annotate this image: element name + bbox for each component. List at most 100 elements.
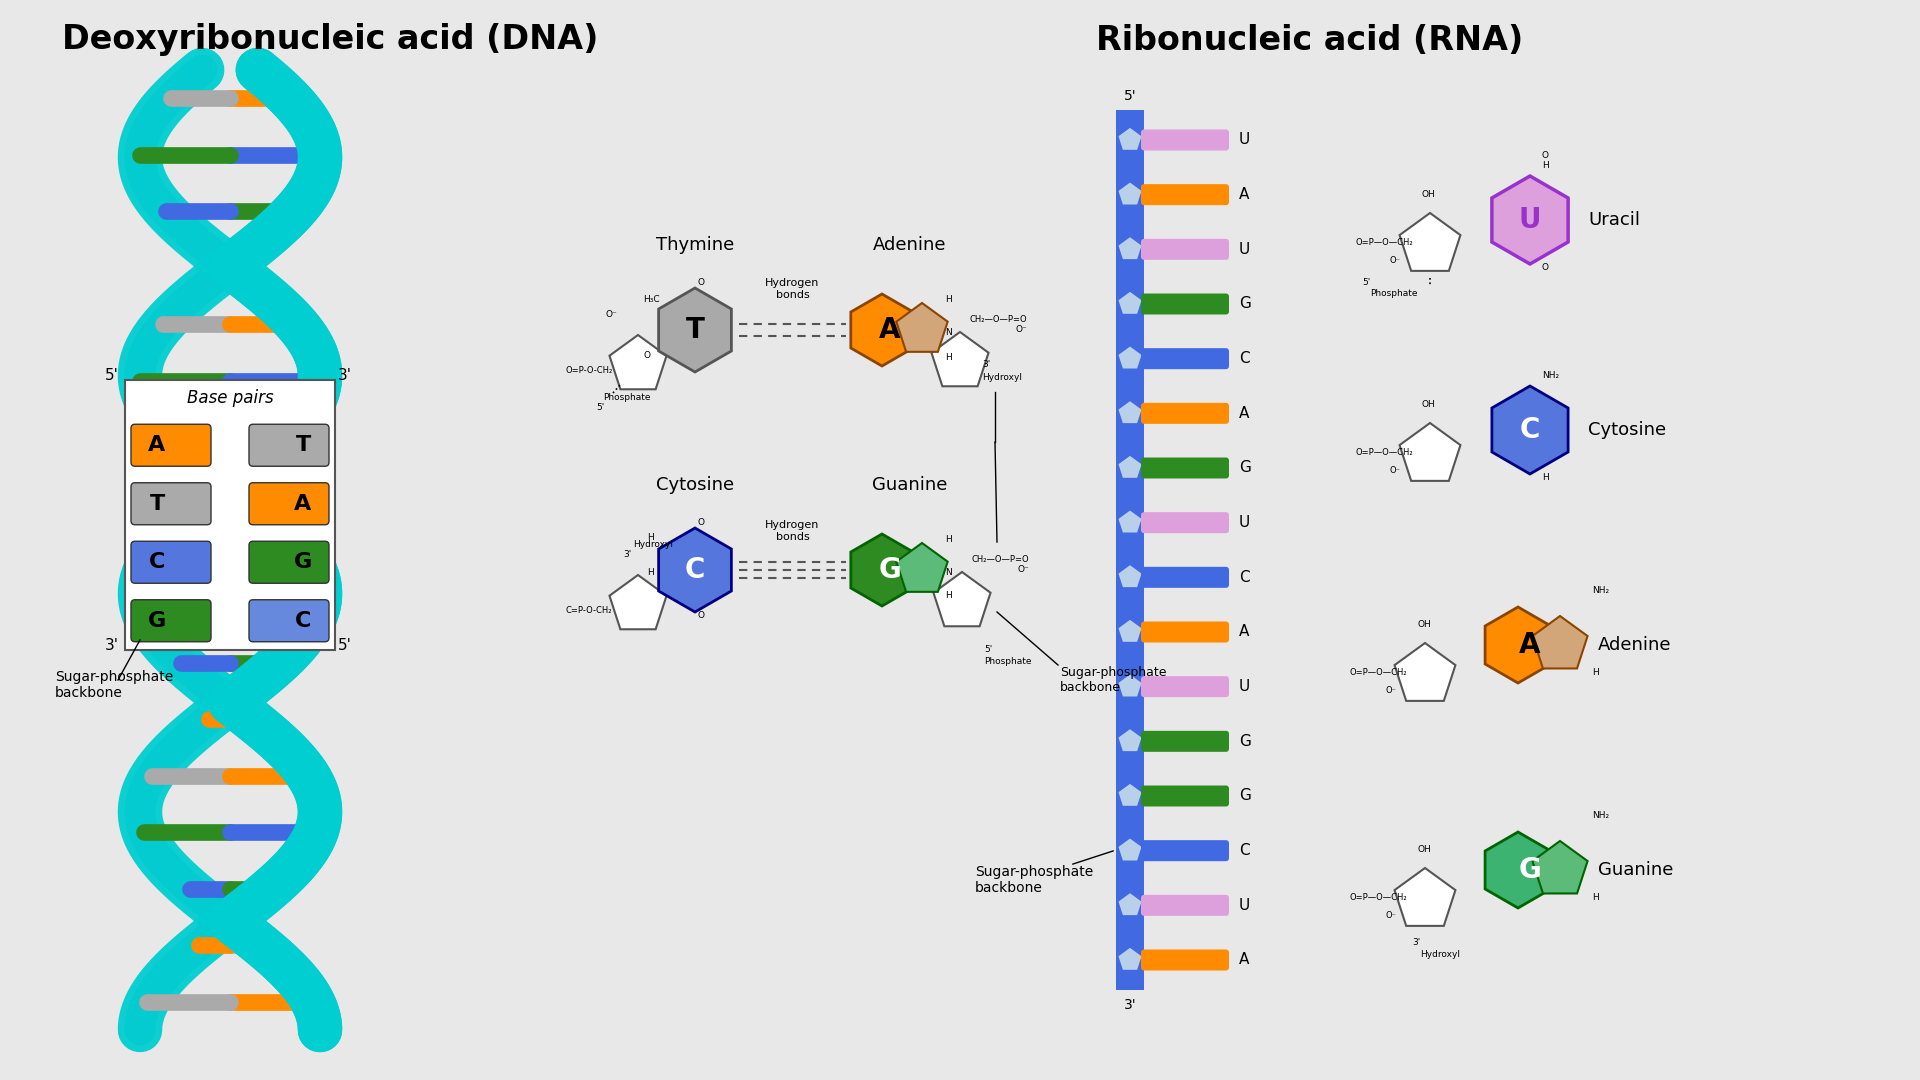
FancyBboxPatch shape	[1140, 403, 1229, 423]
Text: H: H	[647, 534, 653, 542]
Text: T: T	[296, 435, 311, 456]
Polygon shape	[1117, 291, 1142, 314]
Text: C: C	[1238, 570, 1250, 585]
Polygon shape	[1117, 674, 1142, 698]
Text: 3': 3'	[338, 368, 351, 383]
Text: 5': 5'	[983, 645, 993, 654]
Text: U: U	[1238, 242, 1250, 257]
FancyBboxPatch shape	[131, 483, 211, 525]
Text: G: G	[1238, 297, 1250, 311]
Text: Cytosine: Cytosine	[1588, 421, 1667, 438]
Text: 5': 5'	[595, 403, 605, 411]
Text: 5': 5'	[338, 638, 351, 653]
Text: O: O	[1542, 264, 1549, 272]
Polygon shape	[1117, 181, 1142, 205]
Text: G: G	[148, 611, 167, 631]
Text: H: H	[945, 295, 952, 303]
Polygon shape	[1117, 947, 1142, 971]
Polygon shape	[1117, 127, 1142, 150]
Polygon shape	[1532, 841, 1588, 893]
Text: A: A	[294, 494, 311, 514]
Text: H: H	[647, 568, 653, 577]
Text: 3': 3'	[1123, 998, 1137, 1012]
Text: O⁻: O⁻	[1390, 256, 1402, 265]
FancyBboxPatch shape	[250, 541, 328, 583]
Text: C: C	[1238, 843, 1250, 859]
Text: N: N	[945, 568, 952, 577]
Polygon shape	[1532, 616, 1588, 669]
Text: C: C	[685, 556, 705, 584]
Text: C: C	[296, 611, 311, 631]
Text: U: U	[1519, 206, 1542, 234]
FancyBboxPatch shape	[1140, 567, 1229, 588]
Polygon shape	[897, 303, 948, 352]
Polygon shape	[1484, 832, 1551, 908]
Text: 3': 3'	[1411, 939, 1421, 947]
Polygon shape	[659, 288, 732, 372]
Polygon shape	[1484, 607, 1551, 683]
Text: H₃C: H₃C	[643, 295, 660, 303]
Text: G: G	[294, 552, 313, 572]
Text: U: U	[1238, 515, 1250, 530]
Text: OH: OH	[1417, 620, 1430, 629]
FancyBboxPatch shape	[131, 541, 211, 583]
Text: Adenine: Adenine	[874, 237, 947, 254]
FancyBboxPatch shape	[1140, 840, 1229, 861]
Text: O: O	[697, 611, 705, 620]
Polygon shape	[609, 335, 666, 389]
Text: Ribonucleic acid (RNA): Ribonucleic acid (RNA)	[1096, 24, 1524, 56]
Polygon shape	[1117, 838, 1142, 861]
Text: A: A	[1238, 624, 1250, 639]
Text: Cytosine: Cytosine	[657, 476, 733, 494]
Polygon shape	[1117, 455, 1142, 478]
Polygon shape	[933, 572, 991, 626]
Text: G: G	[879, 556, 900, 584]
FancyBboxPatch shape	[1140, 731, 1229, 752]
FancyBboxPatch shape	[250, 483, 328, 525]
Polygon shape	[1117, 728, 1142, 752]
Text: CH₂—O—P=O: CH₂—O—P=O	[970, 315, 1027, 324]
Polygon shape	[1117, 892, 1142, 916]
Text: Hydroxyl: Hydroxyl	[1421, 950, 1459, 959]
Text: O⁻: O⁻	[1384, 912, 1396, 920]
Polygon shape	[1117, 401, 1142, 423]
FancyBboxPatch shape	[131, 599, 211, 642]
Text: A: A	[879, 316, 900, 345]
Text: A: A	[148, 435, 165, 456]
Text: O=P—O—CH₂: O=P—O—CH₂	[1356, 448, 1413, 457]
Text: U: U	[1238, 133, 1250, 148]
Text: G: G	[1238, 733, 1250, 748]
FancyBboxPatch shape	[125, 380, 334, 650]
Text: H: H	[1592, 669, 1599, 677]
Text: O⁻: O⁻	[1016, 325, 1027, 334]
Text: Hydroxyl: Hydroxyl	[634, 540, 674, 549]
Text: H: H	[945, 535, 952, 544]
FancyBboxPatch shape	[250, 424, 328, 467]
Text: A: A	[1238, 187, 1250, 202]
FancyBboxPatch shape	[1140, 621, 1229, 643]
Polygon shape	[1117, 565, 1142, 588]
Text: H: H	[1542, 161, 1549, 170]
Polygon shape	[851, 294, 914, 366]
Text: O=P—O—CH₂: O=P—O—CH₂	[1356, 238, 1413, 247]
Text: Uracil: Uracil	[1588, 211, 1640, 229]
Text: 3': 3'	[622, 550, 632, 559]
Polygon shape	[1492, 386, 1569, 474]
FancyBboxPatch shape	[250, 599, 328, 642]
Text: O⁻: O⁻	[607, 310, 618, 319]
Text: H: H	[945, 353, 952, 362]
Text: A: A	[1519, 631, 1540, 659]
Polygon shape	[1117, 619, 1142, 643]
Text: T: T	[685, 316, 705, 345]
Text: Adenine: Adenine	[1597, 636, 1672, 654]
Polygon shape	[1492, 176, 1569, 264]
Text: C: C	[1521, 416, 1540, 444]
Polygon shape	[1117, 510, 1142, 534]
Text: 3': 3'	[981, 360, 991, 369]
Text: H: H	[1542, 473, 1549, 482]
FancyBboxPatch shape	[1140, 348, 1229, 369]
Polygon shape	[897, 543, 948, 592]
FancyBboxPatch shape	[1140, 130, 1229, 150]
Text: 5': 5'	[1123, 89, 1137, 103]
Text: Hydrogen
bonds: Hydrogen bonds	[766, 521, 820, 542]
